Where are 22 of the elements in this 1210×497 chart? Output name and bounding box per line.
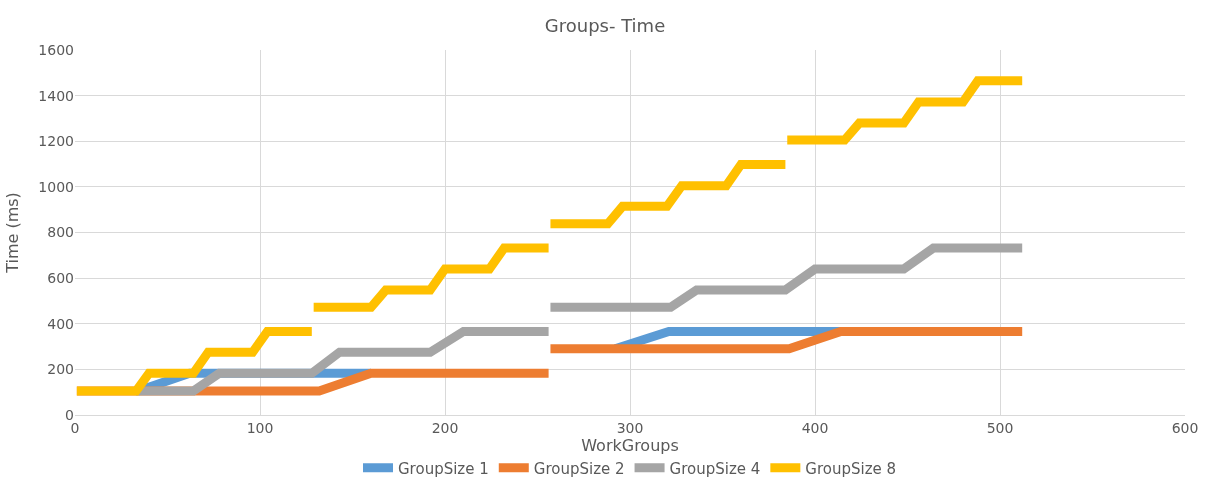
y-tick-label: 1000 bbox=[38, 178, 74, 195]
x-axis-title: WorkGroups bbox=[581, 435, 679, 455]
y-tick-label: 800 bbox=[47, 224, 74, 241]
x-tick-label: 200 bbox=[431, 419, 459, 436]
y-tick-label: 0 bbox=[65, 406, 74, 423]
x-tick-label: 500 bbox=[986, 419, 1014, 436]
legend-label: GroupSize 8 bbox=[805, 459, 897, 478]
y-tick-label: 400 bbox=[47, 315, 74, 332]
y-axis-title: Time (ms) bbox=[3, 192, 23, 274]
chart-title: Groups- Time bbox=[544, 15, 666, 37]
y-tick-label: 1600 bbox=[38, 41, 74, 58]
legend-label: GroupSize 4 bbox=[669, 459, 761, 478]
y-tick-label: 1200 bbox=[38, 133, 74, 150]
legend-label: GroupSize 1 bbox=[398, 459, 489, 478]
x-tick-label: 600 bbox=[1171, 419, 1199, 436]
x-tick-label: 100 bbox=[246, 419, 274, 436]
x-tick-label: 300 bbox=[616, 419, 644, 436]
y-tick-label: 200 bbox=[47, 361, 74, 378]
y-tick-label: 1400 bbox=[38, 87, 74, 104]
legend-label: GroupSize 2 bbox=[533, 459, 625, 478]
x-tick-label: 400 bbox=[801, 419, 829, 436]
y-tick-label: 600 bbox=[47, 270, 74, 287]
